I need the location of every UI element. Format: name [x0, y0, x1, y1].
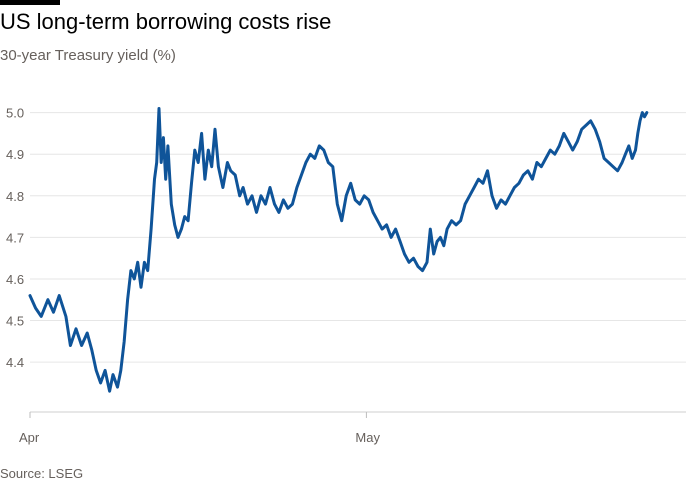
source-note: Source: LSEG	[0, 466, 84, 481]
y-tick-label: 4.7	[6, 230, 24, 245]
chart-title: US long-term borrowing costs rise	[0, 9, 332, 34]
y-tick-label: 4.6	[6, 272, 24, 287]
axis-layer: 4.4 4.5 4.6 4.7 4.8 4.9 5.0 Apr May	[6, 106, 686, 445]
y-tick-label: 4.8	[6, 189, 24, 204]
chart-subtitle: 30-year Treasury yield (%)	[0, 47, 176, 64]
y-tick-label: 5.0	[6, 106, 24, 121]
y-tick-label: 4.9	[6, 147, 24, 162]
y-tick-label: 4.4	[6, 355, 24, 370]
top-rule	[0, 0, 60, 5]
x-tick-label: May	[355, 430, 380, 445]
series-line-30yr-yield	[28, 107, 649, 393]
x-tick-label: Apr	[19, 430, 40, 445]
grid-layer	[30, 112, 686, 363]
series-layer	[28, 107, 649, 393]
y-tick-label: 4.5	[6, 314, 24, 329]
